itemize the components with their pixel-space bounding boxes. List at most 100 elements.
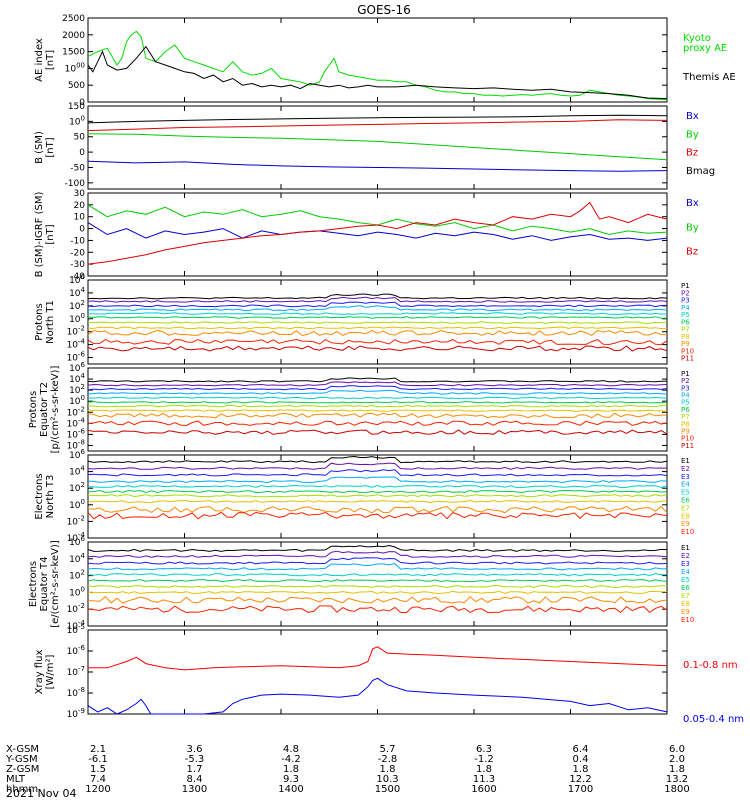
- flux-channel-line: [87, 429, 668, 435]
- y-tick-label: 100: [69, 394, 85, 407]
- legend-label: Bz: [686, 247, 698, 258]
- y-tick-label: 0: [79, 98, 85, 108]
- x-axis-value: 5.7: [380, 744, 396, 755]
- x-axis-value: 9.3: [283, 774, 299, 785]
- flux-channel-line: [87, 484, 668, 489]
- y-tick-label: 10-6: [67, 427, 86, 440]
- x-axis-value: 13.2: [666, 774, 688, 785]
- legend-label: Themis AE: [682, 72, 736, 83]
- x-axis-value: 10.3: [376, 774, 398, 785]
- y-axis-label: ElectronsNorth T3: [34, 473, 56, 519]
- y-tick-label: 100: [69, 585, 85, 598]
- y-tick-label: 106: [69, 535, 85, 548]
- y-tick-label: 10-9: [67, 707, 85, 720]
- x-axis-value: 4.8: [283, 744, 299, 755]
- legend-label: E4: [681, 481, 690, 489]
- y-tick-label: 30: [74, 189, 86, 199]
- y-tick-label: 102: [69, 299, 85, 312]
- x-axis-value: -1.2: [474, 754, 494, 765]
- legend-label: E1: [681, 457, 690, 465]
- y-axis-label: B (SM)-IGRF (SM)[nT]: [34, 192, 56, 278]
- panel-frame: [87, 629, 668, 715]
- legend-label: E3: [681, 473, 690, 481]
- flux-channel-line: [87, 462, 668, 470]
- y-tick-label: 10: [74, 213, 86, 223]
- legend-label: P3: [681, 384, 690, 392]
- y-tick-label: -100: [65, 179, 86, 189]
- x-axis-value: 11.3: [473, 774, 495, 785]
- y-tick-label: 100: [69, 312, 85, 325]
- flux-channel-line: [87, 563, 668, 571]
- x-axis-value: 1200: [85, 784, 110, 795]
- y-tick-label: 10-7: [67, 665, 85, 678]
- x-axis-value: 12.2: [569, 774, 591, 785]
- legend-label: P11: [681, 442, 694, 450]
- legend-label: P1: [681, 282, 690, 290]
- x-axis-value: 1.8: [380, 764, 396, 775]
- x-axis-value: 7.4: [90, 774, 106, 785]
- y-tick-label: 102: [69, 569, 85, 582]
- flux-channel-line: [87, 345, 668, 352]
- flux-channel-line: [87, 596, 668, 604]
- y-tick-label: 10-4: [67, 416, 86, 429]
- y-tick-label: 104: [69, 465, 85, 478]
- flux-channel-line: [87, 381, 668, 387]
- legend-label: P3: [681, 297, 690, 305]
- y-tick-label: 20: [74, 201, 86, 211]
- legend-label: P8: [681, 333, 690, 341]
- legend-label: Bx: [686, 111, 699, 122]
- legend-label: P4: [681, 392, 690, 400]
- series-line: [87, 677, 668, 715]
- legend-label: P7: [681, 326, 690, 334]
- x-axis-value: 2.0: [669, 754, 685, 765]
- legend-label: P5: [681, 399, 690, 407]
- flux-channel-line: [87, 385, 668, 391]
- legend-label: P1: [681, 370, 690, 378]
- flux-channel-line: [87, 476, 668, 484]
- legend-label: E3: [681, 560, 690, 568]
- x-axis-value: 1700: [568, 784, 593, 795]
- legend-label: E7: [681, 504, 690, 512]
- series-line: [87, 160, 668, 172]
- legend-label: E6: [681, 584, 690, 592]
- y-axis-label: Xray flux[W/m²]: [34, 650, 56, 695]
- flux-channel-line: [87, 557, 668, 565]
- legend-label: E8: [681, 600, 690, 608]
- panel-frame: [87, 17, 668, 103]
- flux-channel-line: [87, 389, 668, 395]
- x-axis-value: -2.8: [378, 754, 398, 765]
- legend-label: P4: [681, 304, 690, 312]
- x-axis-value: -4.2: [281, 754, 301, 765]
- x-axis-value: 1.8: [669, 764, 685, 775]
- y-tick-label: 102: [69, 481, 85, 494]
- y-tick-label: 106: [69, 273, 85, 286]
- legend-label: 0.1-0.8 nm: [683, 660, 738, 671]
- flux-channel-line: [87, 396, 668, 400]
- flux-channel-line: [87, 329, 668, 337]
- y-tick-label: 106: [69, 448, 85, 461]
- x-axis-value: 6.3: [476, 744, 492, 755]
- legend-label: By: [686, 129, 699, 140]
- y-tick-label: 10-2: [67, 405, 85, 418]
- panel-b: -100 -50 0 50 100 150 B (SM)[nT] Bx By Bz Bmag: [34, 102, 715, 190]
- legend-label: Bx: [686, 198, 699, 209]
- y-tick-label: 10-2: [67, 514, 85, 527]
- legend-label: E2: [681, 465, 690, 473]
- x-axis-value: -6.1: [88, 754, 108, 765]
- x-axis-row-label: Y-GSM: [5, 754, 38, 765]
- x-axis-row-label: X-GSM: [6, 744, 39, 755]
- legend-label: P2: [681, 377, 690, 385]
- flux-channel-line: [87, 511, 668, 520]
- y-tick-label: -50: [70, 163, 85, 173]
- date-label: 2021 Nov 04: [6, 787, 76, 800]
- y-tick-label: 100: [69, 114, 85, 127]
- legend-label: P2: [681, 289, 690, 297]
- y-tick-label: 10-6: [67, 351, 86, 364]
- y-tick-label: 102: [69, 383, 85, 396]
- series-line: [87, 133, 668, 161]
- y-tick-label: 50: [74, 133, 86, 143]
- legend-label: P11: [681, 355, 694, 363]
- flux-channel-line: [87, 455, 668, 464]
